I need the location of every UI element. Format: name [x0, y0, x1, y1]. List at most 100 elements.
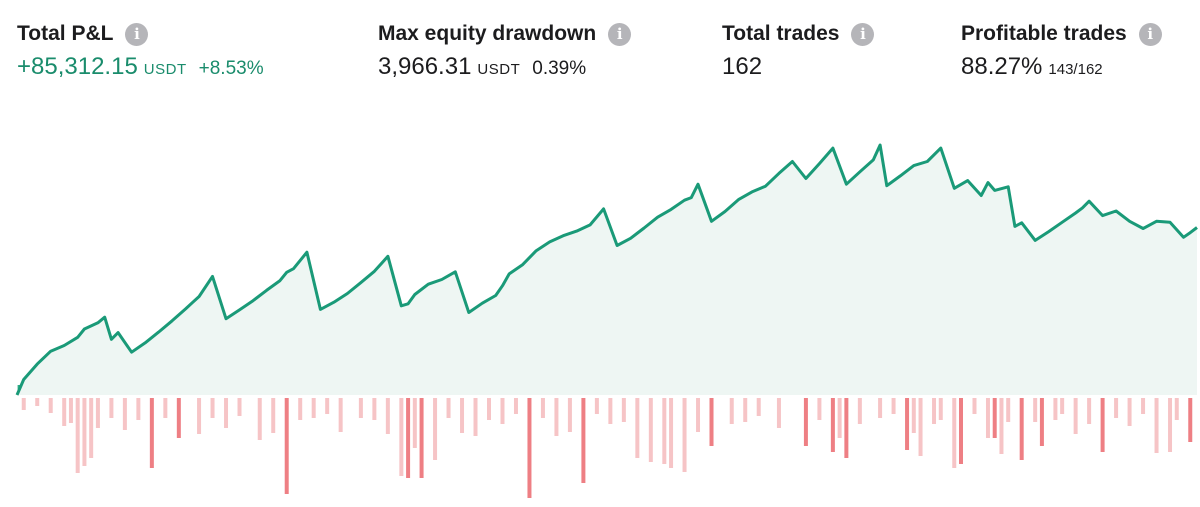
loss-bar [567, 398, 572, 432]
loss-bar [635, 398, 640, 458]
loss-bar [608, 398, 613, 424]
loss-bar [581, 398, 586, 483]
loss-bar [959, 398, 963, 464]
loss-bar [1053, 398, 1058, 420]
loss-bar [1141, 398, 1146, 414]
max-drawdown-title: Max equity drawdown [378, 22, 597, 45]
loss-bar [271, 398, 276, 433]
max-drawdown-value: 3,966.31 [378, 53, 472, 80]
loss-bar [1154, 398, 1159, 453]
loss-bar [837, 398, 842, 438]
loss-bar [682, 398, 687, 472]
loss-bar [1073, 398, 1078, 434]
loss-bar [999, 398, 1004, 454]
total-trades-stat: Total trades i 162 [722, 18, 875, 85]
loss-bar [540, 398, 545, 418]
loss-bar [237, 398, 242, 416]
loss-bar [257, 398, 262, 440]
loss-bar [1174, 398, 1179, 420]
loss-bar [1100, 398, 1105, 452]
info-icon[interactable]: i [608, 22, 632, 46]
loss-bar [952, 398, 957, 468]
loss-bar [136, 398, 141, 420]
loss-bar [743, 398, 748, 422]
info-icon[interactable]: i [851, 22, 875, 46]
loss-bar [911, 398, 916, 433]
loss-bar [385, 398, 390, 434]
loss-bar [68, 398, 73, 423]
loss-bar [918, 398, 923, 456]
total-pnl-value: +85,312.15 [17, 53, 138, 80]
loss-bar [412, 398, 417, 448]
total-pnl-unit: USDT [143, 61, 187, 78]
info-icon[interactable]: i [1138, 22, 1162, 46]
loss-bar [210, 398, 215, 418]
loss-bar [21, 398, 26, 410]
loss-bar [527, 398, 532, 498]
loss-bar [82, 398, 87, 466]
loss-bar [1033, 398, 1038, 422]
loss-bar [460, 398, 465, 433]
total-pnl-title: Total P&L [17, 22, 114, 45]
loss-bar [696, 398, 701, 432]
loss-bar [446, 398, 451, 418]
max-drawdown-unit: USDT [477, 61, 521, 78]
total-trades-value: 162 [722, 53, 763, 80]
loss-bar [419, 398, 424, 478]
loss-bar [648, 398, 653, 462]
loss-bar [372, 398, 377, 420]
max-drawdown-percent: 0.39% [532, 58, 587, 79]
loss-bar [224, 398, 229, 428]
loss-bar [803, 398, 808, 446]
loss-bar [1087, 398, 1092, 424]
max-drawdown-stat: Max equity drawdown i 3,966.31 USDT 0.39… [378, 18, 632, 85]
loss-bar [1006, 398, 1011, 422]
loss-bar [35, 398, 40, 406]
loss-bar [433, 398, 438, 460]
stats-bar: Total P&L i +85,312.15 USDT +8.53% Max e… [0, 0, 1200, 100]
loss-bar [891, 398, 896, 414]
loss-bar [554, 398, 559, 436]
loss-bar [938, 398, 943, 420]
total-pnl-stat: Total P&L i +85,312.15 USDT +8.53% [17, 18, 264, 85]
loss-bar [972, 398, 977, 414]
loss-bar [311, 398, 316, 418]
profitable-trades-value: 88.27% [961, 53, 1043, 80]
loss-bar [62, 398, 67, 426]
loss-bar [878, 398, 883, 418]
loss-bar [358, 398, 363, 418]
loss-bar [176, 398, 181, 438]
loss-bar [776, 398, 781, 428]
loss-bar [149, 398, 154, 468]
loss-bar [985, 398, 990, 438]
loss-bar [75, 398, 80, 473]
loss-bar [817, 398, 822, 420]
loss-bar [1060, 398, 1065, 414]
profitable-trades-ratio: 143/162 [1048, 61, 1103, 78]
loss-bar [325, 398, 330, 414]
loss-bar [513, 398, 518, 414]
loss-bar [338, 398, 343, 432]
loss-bar [1039, 398, 1044, 446]
profitable-trades-stat: Profitable trades i 88.27% 143/162 [961, 18, 1162, 85]
loss-bar [284, 398, 289, 494]
loss-bar [621, 398, 626, 422]
loss-bar [487, 398, 491, 420]
loss-bar [669, 398, 674, 468]
loss-bar [932, 398, 937, 424]
loss-bar [844, 398, 849, 458]
loss-bar [500, 398, 505, 424]
loss-bar [857, 398, 862, 424]
loss-bar [163, 398, 168, 418]
loss-bar [709, 398, 714, 446]
loss-bar [1188, 398, 1193, 442]
loss-bar [830, 398, 835, 452]
equity-line [15, 143, 1198, 396]
loss-bar [473, 398, 478, 436]
loss-bar [1114, 398, 1119, 418]
loss-bar [89, 398, 94, 458]
loss-bar [992, 398, 997, 438]
equity-area [17, 145, 1197, 395]
info-icon[interactable]: i [125, 22, 149, 46]
total-trades-title: Total trades [722, 22, 840, 45]
